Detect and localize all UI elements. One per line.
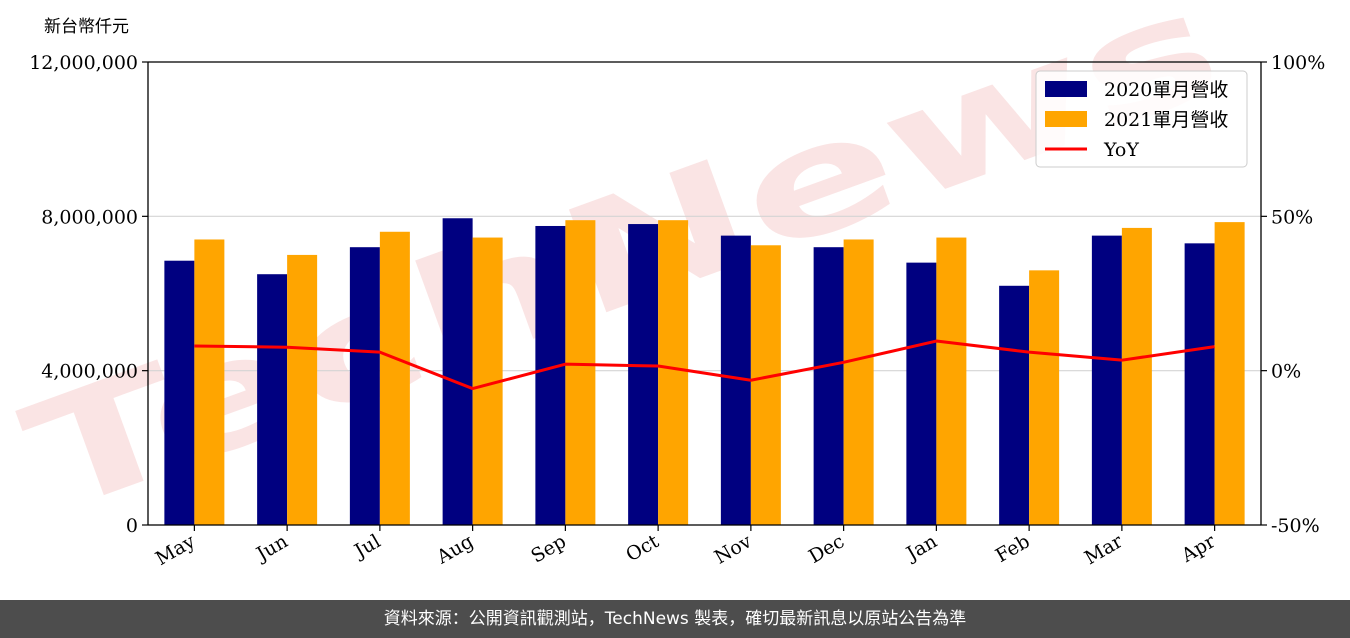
line-layer <box>194 339 1215 391</box>
legend-swatch <box>1045 111 1087 127</box>
chart: 新台幣仟元 TechNews 04,000,0008,000,00012,000… <box>4 0 1325 570</box>
legend-label: 2020單月營收 <box>1104 79 1228 101</box>
bar-2021 <box>287 254 318 525</box>
x-tick-label: Jun <box>251 530 292 566</box>
y2-tick-label: -50% <box>1271 515 1320 537</box>
y-axis-unit-label: 新台幣仟元 <box>44 17 129 37</box>
bar-2020 <box>813 247 844 525</box>
bar-2020 <box>535 225 566 525</box>
bar-2020 <box>1184 243 1215 525</box>
bar-2021 <box>658 220 689 526</box>
y-tick-label: 8,000,000 <box>41 206 138 228</box>
bar-2021 <box>750 245 781 526</box>
x-tick-label: Jul <box>349 530 384 563</box>
bar-2021 <box>1121 227 1152 526</box>
y-tick-label: 0 <box>126 515 138 537</box>
x-tick-label: Nov <box>711 530 756 569</box>
x-tick-label: Feb <box>992 530 1034 567</box>
source-footer: 資料來源：公開資訊觀測站，TechNews 製表，確切最新訊息以原站公告為準 <box>0 600 1350 638</box>
bar-2020 <box>164 260 195 525</box>
x-tick-label: May <box>152 530 199 570</box>
y2-tick-label: 0% <box>1271 361 1301 383</box>
bar-2021 <box>565 220 596 526</box>
bar-2020 <box>349 247 380 525</box>
bar-2020 <box>906 262 937 525</box>
bar-2020 <box>999 285 1030 525</box>
bar-2020 <box>1091 235 1122 525</box>
bar-2020 <box>257 274 288 525</box>
legend: 2020單月營收 2021單月營收 YoY <box>1035 70 1248 168</box>
x-tick-label: Sep <box>527 530 570 567</box>
legend-label: 2021單月營收 <box>1104 109 1228 131</box>
legend-swatch <box>1045 81 1087 97</box>
y2-tick-label: 50% <box>1271 206 1313 228</box>
x-tick-label: Oct <box>622 530 663 566</box>
bar-2021 <box>379 231 410 525</box>
x-tick-label: Aug <box>432 530 477 569</box>
legend-label: YoY <box>1103 139 1139 161</box>
x-tick-label: Mar <box>1081 530 1127 569</box>
bar-2020 <box>442 218 473 525</box>
legend-box <box>1035 70 1248 168</box>
bar-layer <box>164 218 1245 526</box>
y-tick-label: 12,000,000 <box>29 52 138 74</box>
y2-tick-label: 100% <box>1271 52 1325 74</box>
bar-2021 <box>843 239 874 525</box>
bar-2021 <box>936 237 967 525</box>
yoy-line <box>194 339 1215 391</box>
bar-2020 <box>628 224 659 526</box>
y-tick-label: 4,000,000 <box>41 361 138 383</box>
x-tick-label: Jan <box>901 530 941 566</box>
bar-2021 <box>1029 270 1060 525</box>
bar-2021 <box>194 239 225 525</box>
x-tick-label: Apr <box>1177 530 1220 567</box>
bar-2021 <box>1214 222 1245 525</box>
x-tick-label: Dec <box>805 530 848 568</box>
